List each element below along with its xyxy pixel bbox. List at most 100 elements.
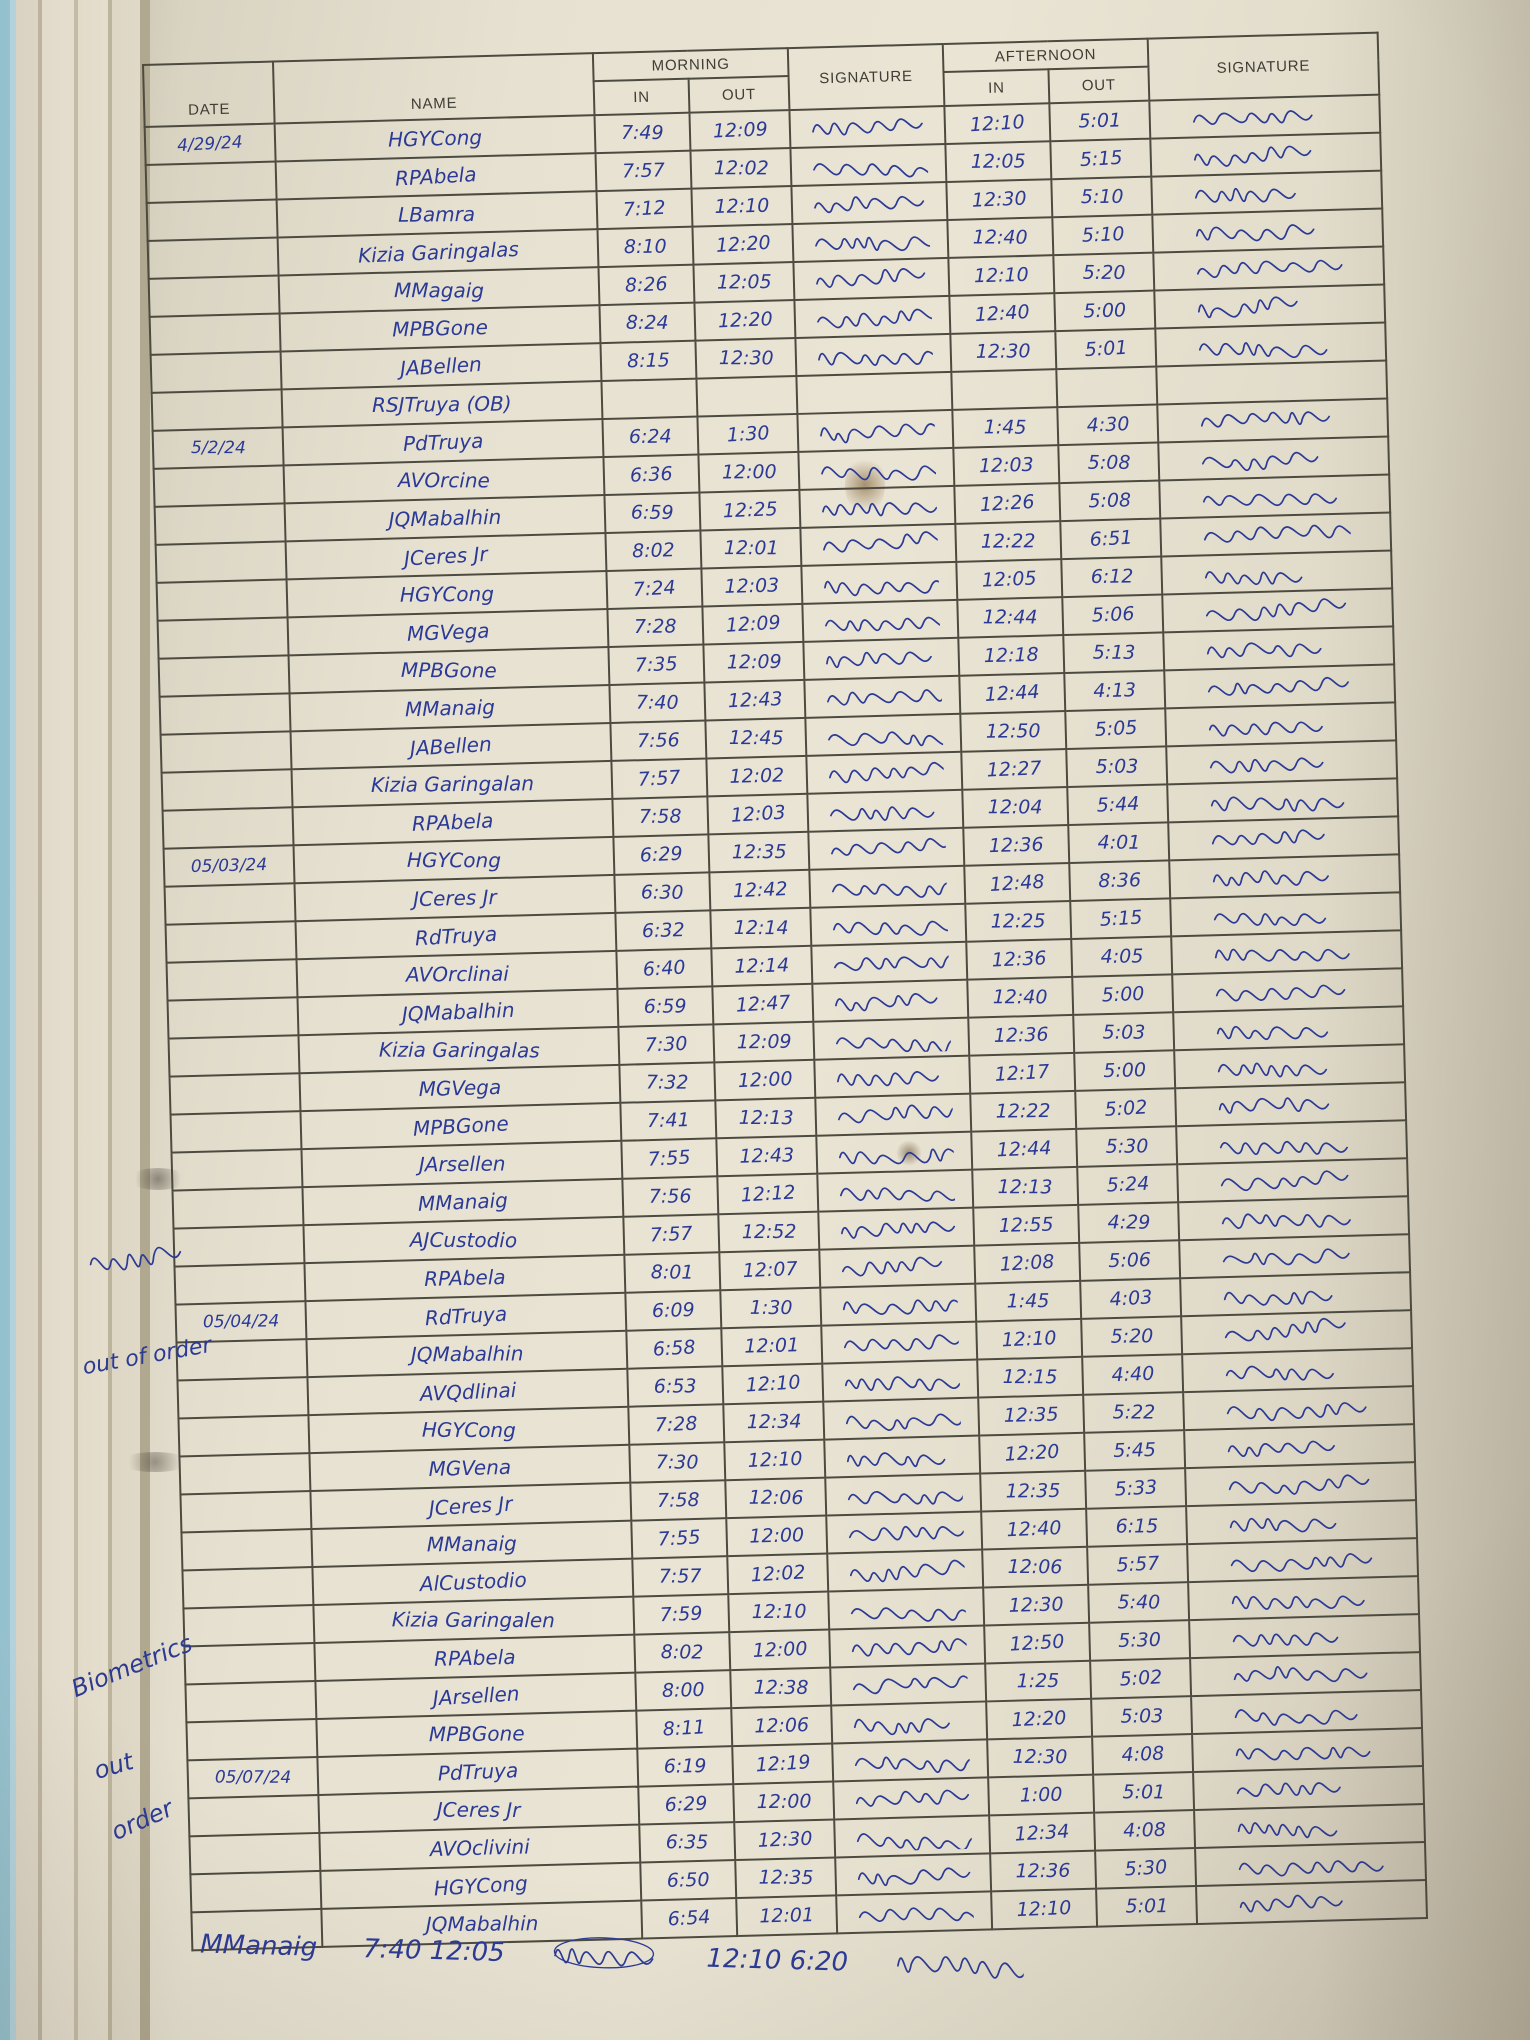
cell-date bbox=[167, 997, 299, 1039]
footer-morning-times: 7:40 12:05 bbox=[362, 1933, 506, 1968]
cell-date bbox=[160, 731, 292, 773]
cell-m-out: 12:13 bbox=[715, 1097, 817, 1139]
signature-scribble bbox=[1229, 1517, 1337, 1533]
cell-a-out: 4:30 bbox=[1057, 404, 1159, 446]
cell-m-in: 6:59 bbox=[617, 986, 714, 1027]
signature-scribble bbox=[847, 1486, 963, 1505]
cell-m-out: 12:14 bbox=[710, 907, 812, 949]
cell-m-in: 7:12 bbox=[596, 188, 693, 230]
cell-m-in: 6:54 bbox=[641, 1898, 738, 1939]
table-row: HGYCong 7:28 12:34 12:35 5:22 bbox=[178, 1386, 1415, 1457]
table-row: MPBGone 7:35 12:09 12:18 5:13 bbox=[158, 626, 1395, 697]
cell-date bbox=[149, 313, 281, 355]
cell-m-out: 12:52 bbox=[718, 1211, 820, 1253]
cell-date bbox=[185, 1681, 317, 1723]
footer-signature-am bbox=[550, 1934, 661, 1976]
signature-scribble bbox=[1201, 451, 1319, 472]
cell-m-out: 12:06 bbox=[731, 1705, 833, 1747]
cell-a-in bbox=[951, 369, 1058, 410]
cell-sig-am bbox=[797, 409, 954, 452]
signature-scribble bbox=[834, 993, 937, 1012]
signature-scribble bbox=[1195, 187, 1296, 203]
cell-a-in: 12:10 bbox=[976, 1318, 1083, 1360]
cell-m-in: 8:02 bbox=[605, 530, 702, 572]
signature-scribble bbox=[846, 1452, 945, 1468]
cell-sig-pm bbox=[1177, 1158, 1409, 1203]
cell-sig-pm bbox=[1162, 588, 1394, 633]
signature-scribble bbox=[819, 423, 935, 444]
cell-m-out: 12:05 bbox=[693, 262, 795, 303]
cell-m-in: 6:40 bbox=[616, 948, 713, 989]
cell-m-in: 7:30 bbox=[618, 1024, 715, 1065]
signature-scribble bbox=[832, 920, 948, 936]
cell-a-out: 5:03 bbox=[1073, 1012, 1175, 1053]
signature-scribble bbox=[1232, 1632, 1339, 1647]
cell-sig-pm bbox=[1152, 208, 1384, 253]
attendance-table: DATE NAME MORNING SIGNATURE AFTERNOON SI… bbox=[142, 32, 1428, 1952]
cell-sig-am bbox=[808, 827, 965, 870]
cell-a-out: 5:01 bbox=[1096, 1886, 1198, 1927]
cell-a-in: 1:25 bbox=[985, 1660, 1092, 1702]
cell-a-in: 12:30 bbox=[987, 1736, 1094, 1778]
signature-scribble bbox=[855, 1789, 969, 1807]
cell-a-in: 12:22 bbox=[955, 521, 1062, 562]
table-row: 05/07/24 PdTruya 6:19 12:19 12:30 4:08 bbox=[187, 1728, 1423, 1799]
cell-sig-pm bbox=[1171, 930, 1403, 975]
signature-scribble bbox=[1224, 1317, 1346, 1342]
cell-a-out: 4:40 bbox=[1082, 1354, 1184, 1395]
cell-date bbox=[168, 1035, 300, 1077]
cell-a-out: 5:30 bbox=[1089, 1620, 1191, 1661]
cell-a-out: 5:01 bbox=[1055, 328, 1157, 370]
cell-m-in: 6:36 bbox=[603, 454, 700, 496]
cell-a-in: 12:30 bbox=[946, 179, 1053, 220]
signature-scribble bbox=[1234, 1709, 1358, 1726]
cell-date bbox=[180, 1491, 312, 1533]
signature-scribble bbox=[1205, 598, 1347, 622]
cell-date: 5/2/24 bbox=[152, 427, 284, 469]
cell-sig-pm bbox=[1172, 968, 1404, 1013]
cell-a-out: 5:30 bbox=[1076, 1126, 1178, 1167]
cell-sig-pm bbox=[1182, 1348, 1414, 1393]
signature-scribble bbox=[835, 1037, 951, 1054]
cell-date bbox=[145, 161, 277, 203]
cell-date bbox=[170, 1111, 302, 1153]
cell-a-out: 5:24 bbox=[1077, 1164, 1179, 1205]
cell-sig-am bbox=[796, 371, 953, 414]
cell-a-in: 12:44 bbox=[957, 597, 1064, 638]
cell-m-out: 12:01 bbox=[700, 527, 802, 569]
cell-a-out: 5:08 bbox=[1058, 442, 1160, 484]
cell-a-in: 12:40 bbox=[967, 976, 1074, 1018]
table-row: JCeres Jr 8:02 12:01 12:22 6:51 bbox=[155, 512, 1392, 583]
cell-sig-am bbox=[836, 1891, 993, 1934]
cell-a-out: 5:00 bbox=[1074, 1050, 1176, 1091]
table-row: MMagaig 8:26 12:05 12:10 5:20 bbox=[148, 246, 1385, 317]
cell-sig-pm bbox=[1194, 1804, 1425, 1849]
col-header-signature-am: SIGNATURE bbox=[787, 44, 945, 111]
signature-scribble bbox=[856, 1833, 972, 1851]
table-row: RdTruya 6:32 12:14 12:25 5:15 bbox=[165, 892, 1402, 963]
signature-scribble bbox=[825, 651, 932, 669]
table-row: AJCustodio 7:57 12:52 12:55 4:29 bbox=[173, 1196, 1410, 1267]
cell-a-in: 12:50 bbox=[984, 1622, 1091, 1664]
signature-scribble bbox=[1235, 1746, 1371, 1761]
signature-scribble bbox=[1196, 224, 1315, 242]
cell-a-in: 12:40 bbox=[947, 217, 1054, 258]
cell-a-in: 12:10 bbox=[944, 103, 1051, 144]
cell-a-out: 5:05 bbox=[1065, 708, 1167, 750]
table-row: HGYCong 7:24 12:03 12:05 6:12 bbox=[156, 550, 1393, 621]
signature-scribble bbox=[1193, 110, 1313, 126]
cell-m-out: 12:47 bbox=[712, 983, 814, 1025]
table-row: AVOclivini 6:35 12:30 12:34 4:08 bbox=[189, 1804, 1425, 1875]
cell-a-in: 12:30 bbox=[983, 1584, 1090, 1626]
cell-sig-am bbox=[816, 1131, 973, 1174]
cell-a-in: 12:55 bbox=[973, 1204, 1080, 1246]
cell-a-out: 5:22 bbox=[1083, 1392, 1185, 1433]
signature-scribble bbox=[823, 580, 939, 597]
signature-scribble bbox=[1197, 259, 1343, 279]
table-row: JArsellen 7:55 12:43 12:44 5:30 bbox=[171, 1120, 1408, 1191]
cell-m-out: 12:02 bbox=[690, 148, 792, 189]
cell-a-in: 12:36 bbox=[990, 1850, 1097, 1892]
table-row: RPAbela 8:01 12:07 12:08 5:06 bbox=[174, 1234, 1411, 1305]
cell-m-out: 12:35 bbox=[735, 1857, 837, 1899]
signature-scribble bbox=[1207, 676, 1349, 696]
